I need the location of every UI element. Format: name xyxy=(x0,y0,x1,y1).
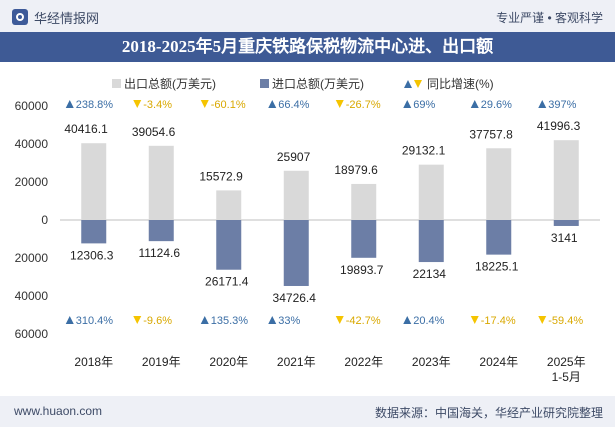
y-tick-label: 40000 xyxy=(15,289,49,303)
import-value-label: 19893.7 xyxy=(340,263,384,277)
x-tick-label: 2024年 xyxy=(479,355,518,369)
export-bar xyxy=(351,183,377,220)
export-growth-label: -3.4% xyxy=(143,99,172,111)
legend-export-swatch xyxy=(112,79,121,88)
import-bar xyxy=(553,220,579,226)
export-bar xyxy=(418,164,444,220)
export-value-label: 39054.6 xyxy=(132,125,176,139)
import-bar xyxy=(283,220,309,286)
export-bar xyxy=(486,148,512,220)
export-growth-label: 397% xyxy=(548,99,576,111)
y-tick-label: 0 xyxy=(41,213,48,227)
growth-down-icon xyxy=(470,316,479,324)
import-value-label: 34726.4 xyxy=(273,291,317,305)
export-bar xyxy=(216,190,242,220)
import-growth-label: -9.6% xyxy=(143,315,172,327)
legend-growth-label: 同比增速(%) xyxy=(427,77,494,91)
growth-up-icon xyxy=(65,100,74,108)
y-tick-label: 20000 xyxy=(15,175,49,189)
export-value-label: 40416.1 xyxy=(64,122,108,136)
import-value-label: 11124.6 xyxy=(138,246,180,260)
growth-down-icon xyxy=(133,100,142,108)
growth-up-icon xyxy=(470,100,479,108)
legend-import-label: 进口总额(万美元) xyxy=(272,77,364,91)
export-growth-label: -60.1% xyxy=(211,99,246,111)
export-value-label: 29132.1 xyxy=(402,144,446,158)
import-bar xyxy=(148,220,174,242)
x-tick-label: 1-5月 xyxy=(552,370,581,384)
chart-area: 出口总额(万美元) 进口总额(万美元) 同比增速(%) 60000 40000 20000… xyxy=(0,62,615,392)
y-tick-label: 60000 xyxy=(15,99,49,113)
export-growth-label: -26.7% xyxy=(346,99,381,111)
growth-up-icon xyxy=(403,100,412,108)
growth-up-icon xyxy=(538,100,547,108)
export-growth-label: 69% xyxy=(413,99,435,111)
import-growth-label: -17.4% xyxy=(481,315,516,327)
growth-down-icon xyxy=(200,100,209,108)
export-growth-label: 66.4% xyxy=(278,99,309,111)
import-bar xyxy=(351,220,377,258)
growth-down-icon xyxy=(133,316,142,324)
y-tick-label: 60000 xyxy=(15,327,49,341)
import-growth-label: 310.4% xyxy=(76,315,114,327)
import-growth-label: -42.7% xyxy=(346,315,381,327)
brand-name: 华经情报网 xyxy=(34,10,100,26)
top-bar: 华经情报网 专业严谨 • 客观科学 xyxy=(0,0,615,32)
slogan: 专业严谨 • 客观科学 xyxy=(496,11,603,25)
growth-down-icon xyxy=(335,316,344,324)
import-value-label: 18225.1 xyxy=(475,260,519,274)
legend-export-label: 出口总额(万美元) xyxy=(124,77,216,91)
import-bar xyxy=(216,220,242,270)
data-source: 数据来源：中国海关，华经产业研究院整理 xyxy=(374,406,603,420)
x-tick-label: 2025年 xyxy=(547,355,586,369)
growth-up-icon xyxy=(268,100,277,108)
import-growth-label: 33% xyxy=(278,315,300,327)
brand-logo-icon xyxy=(12,9,28,25)
export-value-label: 15572.9 xyxy=(199,169,243,183)
legend-growth-down-icon xyxy=(414,80,422,88)
chart-title: 2018-2025年5月重庆铁路保税物流中心进、出口额 xyxy=(121,37,494,56)
export-value-label: 41996.3 xyxy=(537,119,581,133)
x-tick-label: 2022年 xyxy=(344,355,383,369)
growth-down-icon xyxy=(335,100,344,108)
growth-down-icon xyxy=(538,316,547,324)
legend-growth-up-icon xyxy=(404,80,412,88)
import-value-label: 22134 xyxy=(413,267,447,281)
export-bar xyxy=(553,140,579,220)
x-tick-label: 2019年 xyxy=(142,355,181,369)
import-value-label: 12306.3 xyxy=(70,248,114,262)
export-bar xyxy=(283,170,309,220)
footer: www.huaon.com 数据来源：中国海关，华经产业研究院整理 xyxy=(0,396,615,427)
site-url: www.huaon.com xyxy=(14,404,103,418)
export-value-label: 18979.6 xyxy=(334,163,378,177)
import-growth-label: 135.3% xyxy=(211,315,249,327)
import-value-label: 26171.4 xyxy=(205,275,249,289)
import-growth-label: 20.4% xyxy=(413,315,444,327)
x-tick-label: 2021年 xyxy=(277,355,316,369)
import-bar xyxy=(81,220,107,244)
legend-import-swatch xyxy=(260,79,269,88)
import-value-label: 3141 xyxy=(551,231,578,245)
export-bar xyxy=(81,143,107,220)
growth-up-icon xyxy=(200,316,209,324)
x-tick-label: 2023年 xyxy=(412,355,451,369)
x-tick-label: 2020年 xyxy=(209,355,248,369)
export-value-label: 25907 xyxy=(277,150,311,164)
import-bar xyxy=(418,220,444,263)
growth-up-icon xyxy=(268,316,277,324)
export-growth-label: 29.6% xyxy=(481,99,512,111)
x-tick-label: 2018年 xyxy=(74,355,113,369)
brand: 华经情报网 xyxy=(12,8,99,26)
title-band: 2018-2025年5月重庆铁路保税物流中心进、出口额 xyxy=(0,32,615,62)
import-growth-label: -59.4% xyxy=(548,315,583,327)
import-bar xyxy=(486,220,512,255)
export-value-label: 37757.8 xyxy=(469,127,513,141)
y-tick-label: 40000 xyxy=(15,137,49,151)
export-bar xyxy=(148,145,174,220)
y-tick-label: 20000 xyxy=(15,251,49,265)
export-growth-label: 238.8% xyxy=(76,99,114,111)
growth-up-icon xyxy=(403,316,412,324)
chart-svg: 出口总额(万美元) 进口总额(万美元) 同比增速(%) 60000 40000 20000… xyxy=(15,77,600,384)
growth-up-icon xyxy=(65,316,74,324)
